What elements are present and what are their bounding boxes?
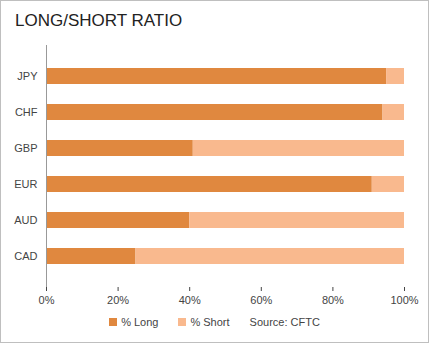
svg-text:20%: 20% — [107, 294, 129, 306]
svg-text:0%: 0% — [39, 294, 55, 306]
html-text:% Short: % Short — [190, 316, 230, 328]
svg-text:60%: 60% — [250, 294, 272, 306]
svg-text:EUR: EUR — [14, 178, 37, 190]
svg-text:AUD: AUD — [14, 214, 37, 226]
html-text:Source: CFTC: Source: CFTC — [249, 316, 320, 328]
html-text:% Long: % Long — [121, 316, 159, 328]
svg-text:CHF: CHF — [15, 106, 38, 118]
svg-text:JPY: JPY — [17, 70, 38, 82]
svg-text:40%: 40% — [179, 294, 201, 306]
svg-text:80%: 80% — [322, 294, 344, 306]
svg-text:100%: 100% — [390, 294, 418, 306]
svg-text:CAD: CAD — [14, 250, 37, 262]
svg-text:GBP: GBP — [14, 142, 37, 154]
html-text:LONG/SHORT RATIO: LONG/SHORT RATIO — [15, 11, 183, 30]
